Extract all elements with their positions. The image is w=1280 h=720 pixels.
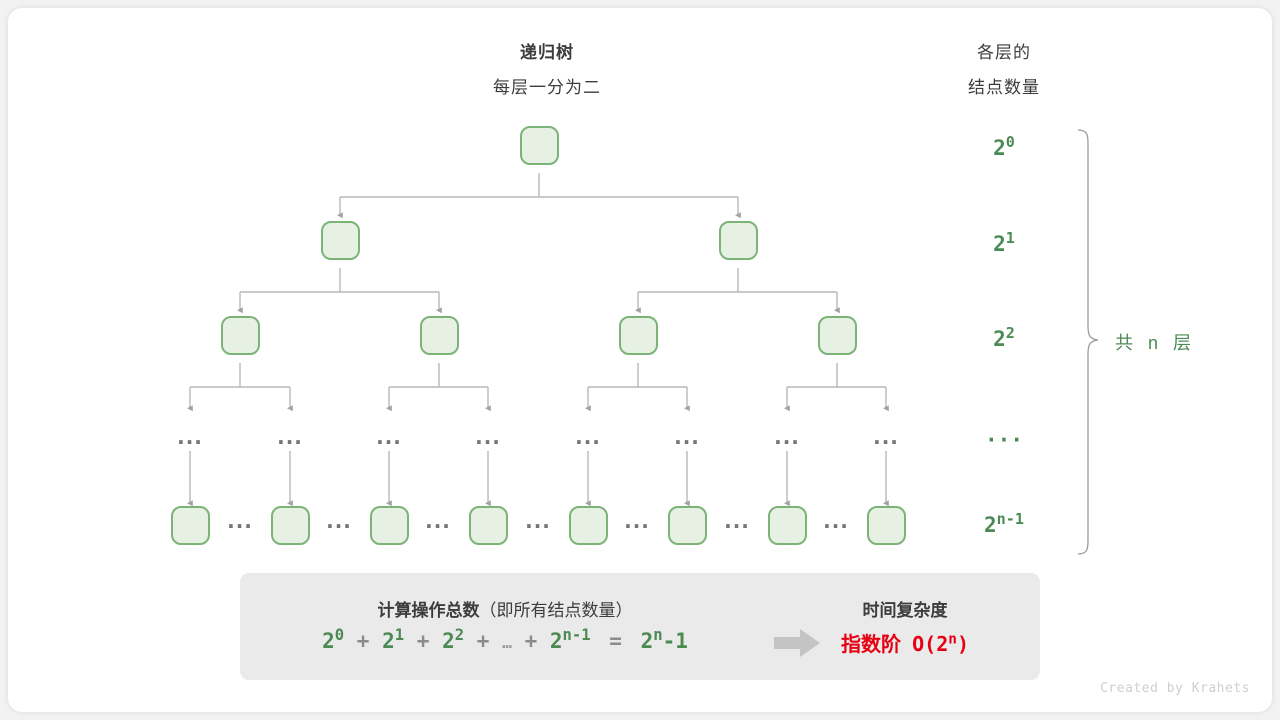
plus-operator: +	[524, 629, 538, 653]
node-gap-ellipsis: ···	[823, 514, 849, 538]
plus-operator: +	[476, 629, 490, 653]
tree-node	[370, 506, 409, 545]
level-count-exp: 1	[1005, 229, 1015, 247]
formula-result: 2n-1	[640, 626, 688, 653]
summary-title-bold: 计算操作总数	[377, 601, 480, 620]
term-1: 21	[382, 626, 405, 653]
node-gap-ellipsis: ···	[525, 514, 551, 538]
level-count-base: 2	[984, 513, 997, 537]
term-last: 2n-1	[549, 626, 591, 653]
counts-subtitle: 结点数量	[968, 78, 1040, 97]
plus-operator: +	[416, 629, 430, 653]
level-count-exp: n-1	[996, 510, 1024, 528]
tree-node	[569, 506, 608, 545]
tree-node	[719, 221, 758, 260]
term-2: 22	[442, 626, 465, 653]
level-ellipsis: ···	[177, 430, 203, 454]
tree-node	[867, 506, 906, 545]
level-ellipsis: ···	[674, 430, 700, 454]
plus-operator: +	[356, 629, 370, 653]
tree-node	[619, 316, 658, 355]
equals-operator: =	[609, 629, 622, 653]
tree-node	[221, 316, 260, 355]
level-count-base: 2	[993, 232, 1006, 256]
tree-node	[469, 506, 508, 545]
tree-node	[420, 316, 459, 355]
tree-node	[818, 316, 857, 355]
tree-node	[171, 506, 210, 545]
tree-node	[271, 506, 310, 545]
summary-panel: 计算操作总数（即所有结点数量） 20 + 21 + 22 + … + 2n-1 …	[240, 573, 1040, 680]
summary-title: 计算操作总数（即所有结点数量）	[240, 596, 770, 621]
level-count-1: 21	[934, 229, 1074, 256]
node-gap-ellipsis: ···	[425, 514, 451, 538]
level-ellipsis: ···	[475, 430, 501, 454]
level-ellipsis: ···	[277, 430, 303, 454]
complexity-notation: O(2n)	[912, 631, 969, 656]
node-gap-ellipsis: ···	[724, 514, 750, 538]
level-count-last: 2n-1	[934, 510, 1074, 537]
level-ellipsis: ···	[575, 430, 601, 454]
level-count-base: 2	[993, 327, 1006, 351]
implies-arrow-icon	[774, 629, 820, 657]
level-count-2: 22	[934, 324, 1074, 351]
level-count-0: 20	[934, 133, 1074, 160]
tree-node	[768, 506, 807, 545]
complexity-label: 指数阶	[841, 634, 902, 656]
brace-label: 共 n 层	[1115, 333, 1197, 353]
counts-title: 各层的	[977, 43, 1031, 62]
formula-ellipsis: …	[502, 633, 512, 652]
node-gap-ellipsis: ···	[227, 514, 253, 538]
level-ellipsis: ···	[774, 430, 800, 454]
tree-subtitle: 每层一分为二	[493, 78, 601, 97]
diagram-card: 递归树 每层一分为二 各层的 结点数量	[8, 8, 1272, 712]
watermark: Created by Krahets	[1100, 681, 1250, 696]
level-ellipsis: ···	[376, 430, 402, 454]
tree-node	[668, 506, 707, 545]
term-0: 20	[322, 626, 345, 653]
node-gap-ellipsis: ···	[326, 514, 352, 538]
summary-title-rest: （即所有结点数量）	[479, 601, 633, 620]
operations-formula: 20 + 21 + 22 + … + 2n-1 = 2n-1	[240, 626, 770, 653]
level-count-exp: 2	[1005, 324, 1015, 342]
tree-node	[321, 221, 360, 260]
level-count-ellipsis: ···	[985, 428, 1023, 452]
complexity-result: 指数阶 O(2n)	[770, 628, 1040, 657]
tree-title: 递归树	[520, 43, 574, 62]
level-brace	[1077, 129, 1099, 555]
complexity-title: 时间复杂度	[862, 601, 948, 620]
level-count-exp: 0	[1005, 133, 1015, 151]
level-count-base: 2	[993, 136, 1006, 160]
node-gap-ellipsis: ···	[624, 514, 650, 538]
tree-node	[520, 126, 559, 165]
level-ellipsis: ···	[873, 430, 899, 454]
